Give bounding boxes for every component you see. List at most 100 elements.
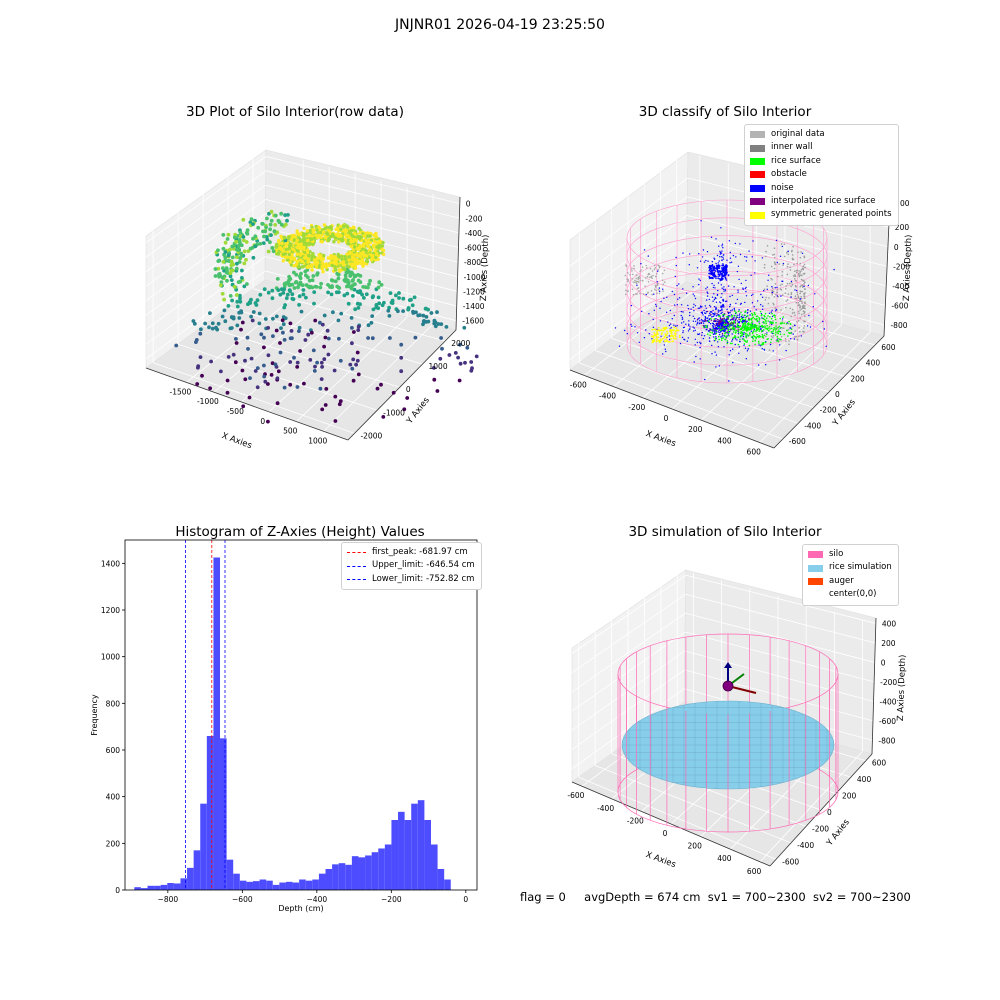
- classified-point: [672, 336, 675, 339]
- classified-point: [788, 343, 790, 346]
- raw-point: [377, 301, 382, 306]
- classified-point: [732, 337, 734, 340]
- y-tick-label: -600: [782, 857, 799, 866]
- classify-z-axis-label: Z Axies (Depth): [902, 234, 914, 301]
- y-tick-label: 400: [857, 775, 872, 784]
- raw-point: [366, 323, 371, 328]
- classified-point: [757, 335, 759, 338]
- figure-suptitle: JNJNR01 2026-04-19 23:25:50: [395, 17, 605, 33]
- raw-point: [370, 314, 375, 318]
- classified-point: [701, 331, 703, 334]
- raw-point: [305, 250, 310, 255]
- classified-point: [711, 311, 713, 313]
- classified-point: [703, 309, 705, 312]
- raw-point: [243, 377, 248, 382]
- classified-point: [723, 306, 725, 308]
- classified-point: [798, 303, 800, 306]
- raw-point: [256, 225, 261, 230]
- classified-point: [734, 322, 737, 324]
- classified-point: [789, 282, 791, 285]
- raw-point: [281, 330, 285, 335]
- raw-point: [282, 235, 287, 240]
- raw-point: [207, 325, 211, 330]
- classified-point: [758, 325, 760, 327]
- raw-point: [228, 271, 233, 275]
- classified-point: [692, 326, 694, 328]
- classified-point: [728, 335, 730, 337]
- classified-point: [772, 332, 775, 335]
- raw-point: [310, 268, 314, 272]
- classified-point: [697, 333, 699, 335]
- classified-point: [772, 330, 774, 332]
- classified-point: [712, 330, 714, 332]
- raw-point: [396, 309, 400, 314]
- classified-point: [776, 335, 779, 338]
- raw-point: [298, 349, 302, 353]
- raw-point: [238, 293, 242, 298]
- classified-point: [696, 341, 699, 344]
- raw-point: [235, 261, 239, 266]
- raw-point: [286, 213, 290, 217]
- classified-point: [750, 330, 753, 332]
- classified-point: [717, 311, 720, 313]
- raw-point: [221, 259, 226, 264]
- raw-point: [368, 234, 372, 238]
- classified-point: [705, 311, 708, 313]
- raw-point: [379, 283, 384, 287]
- classified-point: [761, 329, 763, 332]
- classified-point: [792, 275, 795, 277]
- raw-point: [249, 217, 254, 222]
- classified-point: [642, 293, 645, 295]
- raw-point: [274, 314, 279, 319]
- raw-point: [312, 301, 316, 306]
- raw-point: [213, 267, 218, 271]
- sim-z-axis-label: Z Axies (Depth): [896, 654, 908, 721]
- classified-point: [667, 321, 669, 323]
- classified-point: [801, 313, 803, 316]
- raw-point: [411, 309, 415, 314]
- raw-point: [194, 338, 199, 342]
- classified-point: [667, 340, 670, 343]
- raw-point: [242, 238, 246, 243]
- sim-gridlines: [571, 572, 876, 863]
- raw-point: [346, 242, 350, 246]
- classified-point: [777, 332, 779, 335]
- classified-point: [790, 280, 793, 283]
- classified-point: [744, 320, 747, 322]
- classified-point: [715, 332, 718, 335]
- classified-point: [625, 284, 627, 286]
- classified-point: [726, 308, 728, 311]
- classified-point: [724, 268, 727, 270]
- classified-point: [657, 329, 660, 332]
- classified-point: [727, 311, 729, 313]
- classified-point: [743, 316, 745, 318]
- z-tick-label: -1400: [463, 302, 485, 311]
- raw-point: [329, 261, 333, 265]
- classified-point: [739, 328, 742, 331]
- histogram-bar: [404, 820, 412, 890]
- classified-point: [756, 327, 758, 329]
- classified-point: [722, 266, 725, 269]
- classified-point: [737, 322, 739, 325]
- raw-point: [281, 259, 285, 263]
- classified-point: [716, 254, 719, 257]
- classified-point: [771, 290, 774, 292]
- raw-point-cloud: [174, 209, 479, 424]
- classified-point: [732, 361, 734, 364]
- classified-point: [647, 255, 649, 257]
- classified-point: [799, 285, 801, 288]
- raw-point: [322, 230, 326, 234]
- classified-point: [688, 328, 691, 330]
- classified-point: [755, 336, 758, 339]
- histogram-bar: [167, 883, 174, 890]
- classified-point: [733, 307, 735, 310]
- classified-point: [767, 279, 769, 281]
- classified-point: [711, 328, 714, 331]
- raw-point: [322, 357, 327, 362]
- classified-point: [721, 287, 723, 289]
- raw-point: [299, 245, 303, 249]
- classified-point: [723, 334, 726, 337]
- classified-point: [727, 329, 730, 332]
- legend-entry: rice simulation: [808, 561, 892, 574]
- raw-point: [310, 285, 315, 290]
